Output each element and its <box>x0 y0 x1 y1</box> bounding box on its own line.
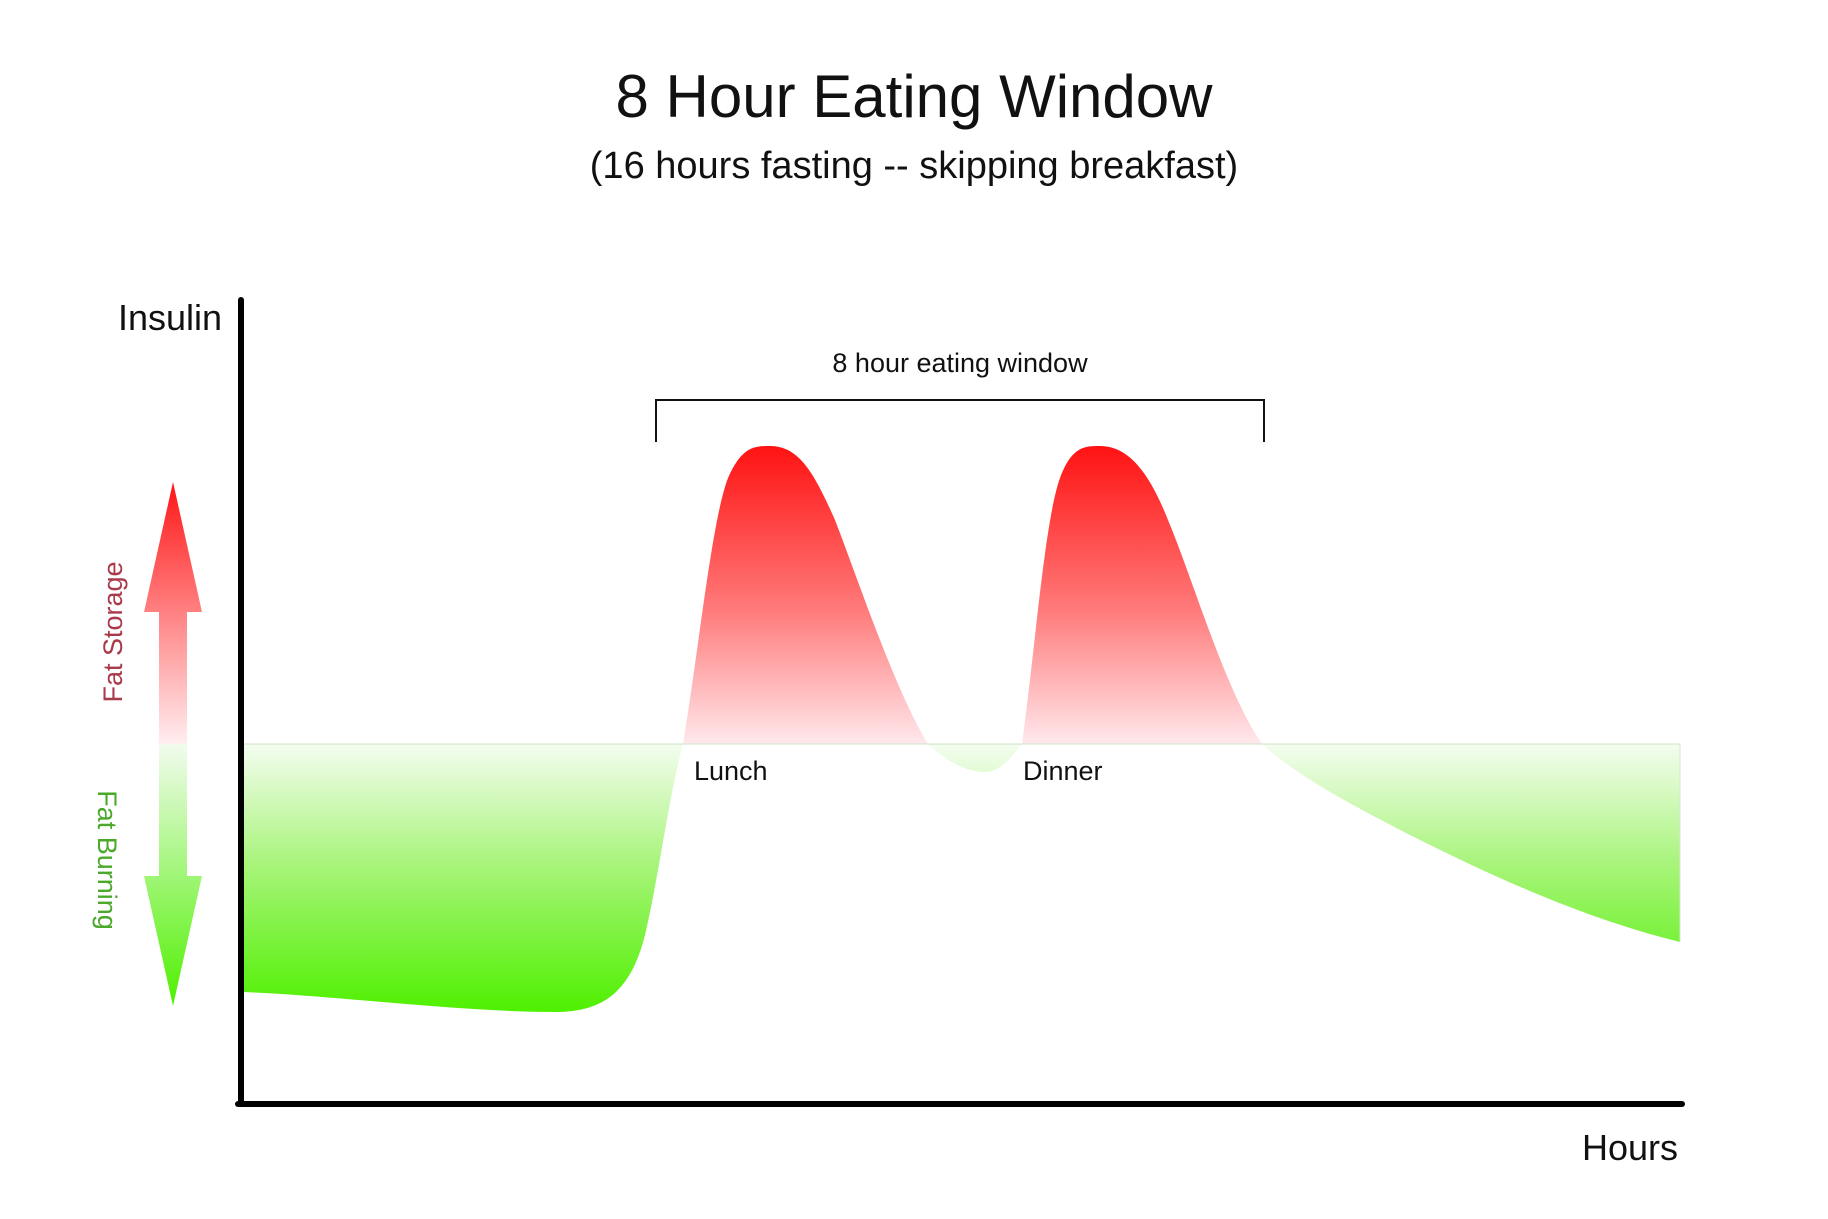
eating-window-bracket <box>655 399 1265 442</box>
diagram-title: 8 Hour Eating Window <box>615 63 1213 130</box>
fat-burning-arrow <box>144 744 202 1006</box>
lunch-label: Lunch <box>694 756 768 786</box>
fat-burning-area-after-dinner <box>1262 744 1680 942</box>
x-axis-label: Hours <box>1582 1127 1678 1168</box>
fat-storage-label: Fat Storage <box>98 561 128 702</box>
y-axis-label: Insulin <box>118 297 222 338</box>
dinner-label: Dinner <box>1023 756 1103 786</box>
eating-window-label: 8 hour eating window <box>832 348 1088 378</box>
diagram-subtitle: (16 hours fasting -- skipping breakfast) <box>589 145 1239 187</box>
fat-burning-dip-between-meals <box>928 744 1022 772</box>
fat-burning-label: Fat Burning <box>92 790 122 930</box>
lunch-insulin-peak <box>683 446 928 744</box>
dinner-insulin-peak <box>1022 446 1262 744</box>
fat-burning-area-before-lunch <box>243 744 683 1012</box>
fat-storage-arrow <box>144 482 202 744</box>
